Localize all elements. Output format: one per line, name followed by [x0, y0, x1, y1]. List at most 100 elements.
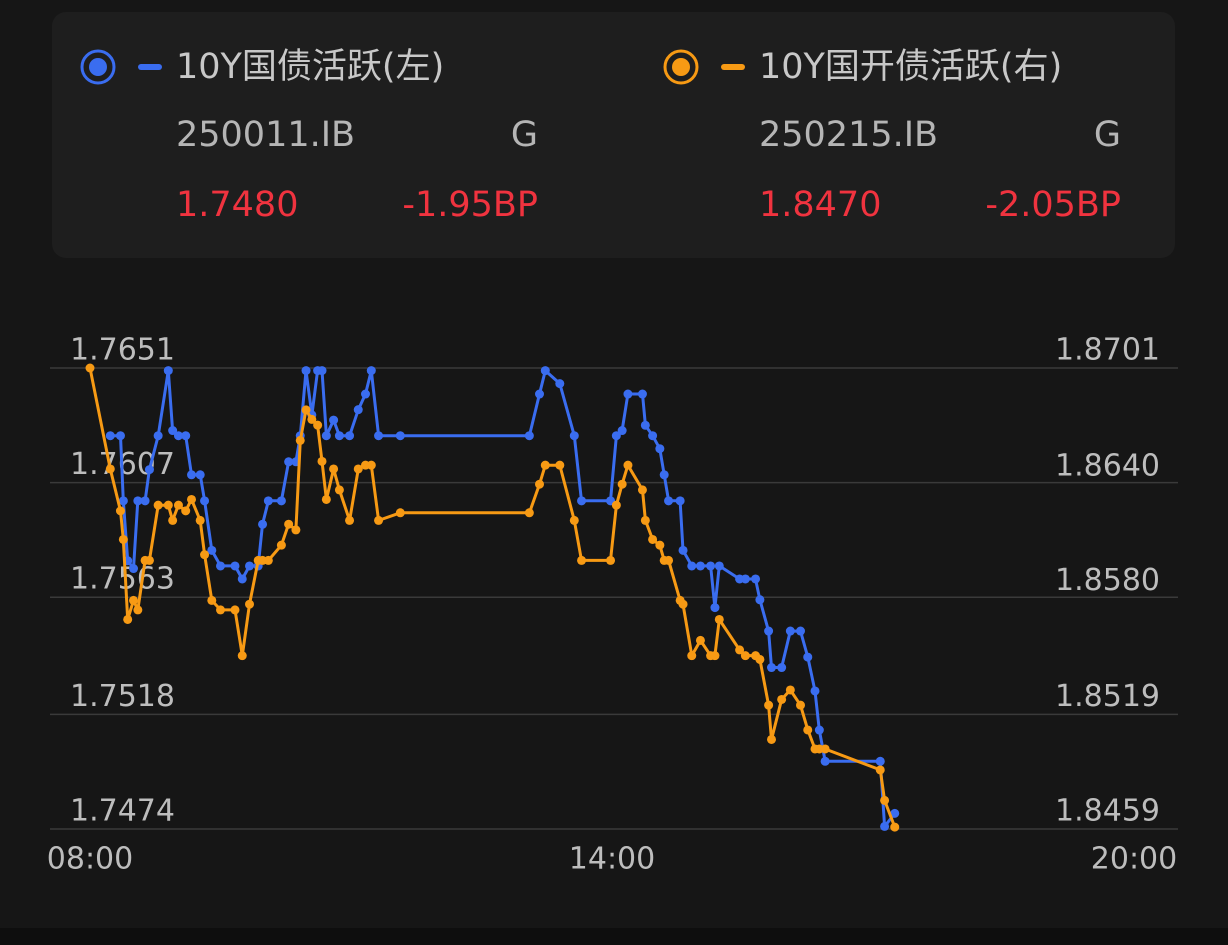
data-point	[329, 415, 339, 425]
data-point	[687, 561, 697, 571]
data-point	[105, 431, 115, 441]
data-point	[245, 599, 254, 609]
data-point	[361, 389, 370, 399]
data-point	[123, 614, 133, 624]
data-point	[710, 603, 720, 613]
data-point	[118, 534, 128, 544]
data-point	[714, 561, 724, 571]
data-point	[317, 366, 327, 376]
data-point	[230, 561, 240, 571]
data-point	[637, 485, 647, 495]
data-point	[623, 389, 633, 399]
data-point	[168, 515, 178, 525]
data-point	[875, 765, 885, 775]
y2-tick-label: 1.8640	[1055, 449, 1160, 484]
data-point	[187, 470, 196, 480]
data-point	[803, 652, 813, 662]
data-point	[153, 431, 163, 441]
data-point	[675, 496, 685, 506]
data-point	[569, 431, 579, 441]
legend-icon	[663, 49, 745, 85]
data-point	[366, 460, 376, 470]
data-point	[735, 645, 745, 655]
data-point	[163, 366, 173, 376]
data-point	[187, 494, 196, 504]
data-point	[284, 519, 294, 529]
data-point	[611, 431, 621, 441]
data-point	[237, 651, 247, 661]
data-point	[345, 515, 355, 525]
bond-tag: G	[1094, 115, 1121, 155]
data-point	[395, 431, 405, 441]
data-point	[118, 496, 128, 506]
data-point	[181, 431, 191, 441]
data-point	[555, 379, 565, 389]
data-point	[606, 555, 616, 565]
bond-tag: G	[511, 115, 538, 155]
data-point	[655, 540, 665, 550]
data-point	[687, 651, 697, 661]
bottom-bar	[0, 928, 1228, 945]
data-point	[706, 561, 716, 571]
data-point	[115, 431, 125, 441]
y2-tick-label: 1.8519	[1055, 679, 1160, 714]
bond-price: 1.8470	[759, 185, 881, 225]
data-point	[577, 555, 587, 565]
data-point	[195, 470, 205, 480]
data-point	[276, 496, 286, 506]
legend-card	[52, 12, 1175, 258]
data-point	[659, 470, 669, 480]
data-point	[163, 500, 173, 510]
bond-price: 1.7480	[176, 185, 298, 225]
y-tick-label: 1.7651	[70, 333, 175, 368]
data-point	[535, 479, 544, 489]
data-point	[664, 555, 674, 565]
data-point	[695, 635, 705, 645]
data-point	[301, 366, 311, 376]
data-point	[755, 654, 765, 664]
data-point	[640, 420, 650, 430]
data-point	[767, 734, 776, 744]
data-point	[237, 574, 247, 584]
y2-tick-label: 1.8580	[1055, 563, 1160, 598]
data-point	[200, 550, 210, 560]
y-tick-label: 1.7474	[70, 794, 175, 829]
data-point	[216, 605, 225, 615]
data-point	[814, 725, 824, 735]
data-point	[524, 431, 534, 441]
data-point	[890, 822, 900, 832]
data-point	[678, 545, 688, 555]
data-point	[569, 515, 579, 525]
data-point	[321, 494, 331, 504]
y2-tick-label: 1.8459	[1055, 794, 1160, 829]
data-point	[276, 540, 286, 550]
data-point	[880, 795, 890, 805]
y2-tick-label: 1.8701	[1055, 333, 1160, 368]
data-point	[317, 456, 327, 466]
data-point	[129, 595, 138, 605]
data-point	[740, 574, 750, 584]
data-point	[890, 808, 900, 818]
data-point	[820, 744, 830, 754]
data-point	[767, 663, 776, 673]
data-point	[345, 431, 355, 441]
legend-label: 10Y国开债活跃(右)	[759, 47, 1062, 87]
data-point	[105, 464, 115, 474]
data-point	[695, 561, 705, 571]
data-point	[803, 725, 813, 735]
data-point	[334, 431, 344, 441]
data-point	[640, 515, 650, 525]
y-tick-label: 1.7563	[70, 562, 175, 597]
data-point	[216, 561, 225, 571]
data-point	[540, 366, 550, 376]
data-point	[524, 508, 534, 518]
data-point	[796, 700, 805, 710]
data-point	[144, 465, 154, 475]
data-point	[207, 595, 217, 605]
data-point	[535, 389, 544, 399]
data-point	[129, 564, 138, 574]
bond-code: 250011.IB	[176, 115, 355, 155]
data-point	[173, 431, 183, 441]
data-point	[764, 700, 774, 710]
data-point	[200, 496, 210, 506]
